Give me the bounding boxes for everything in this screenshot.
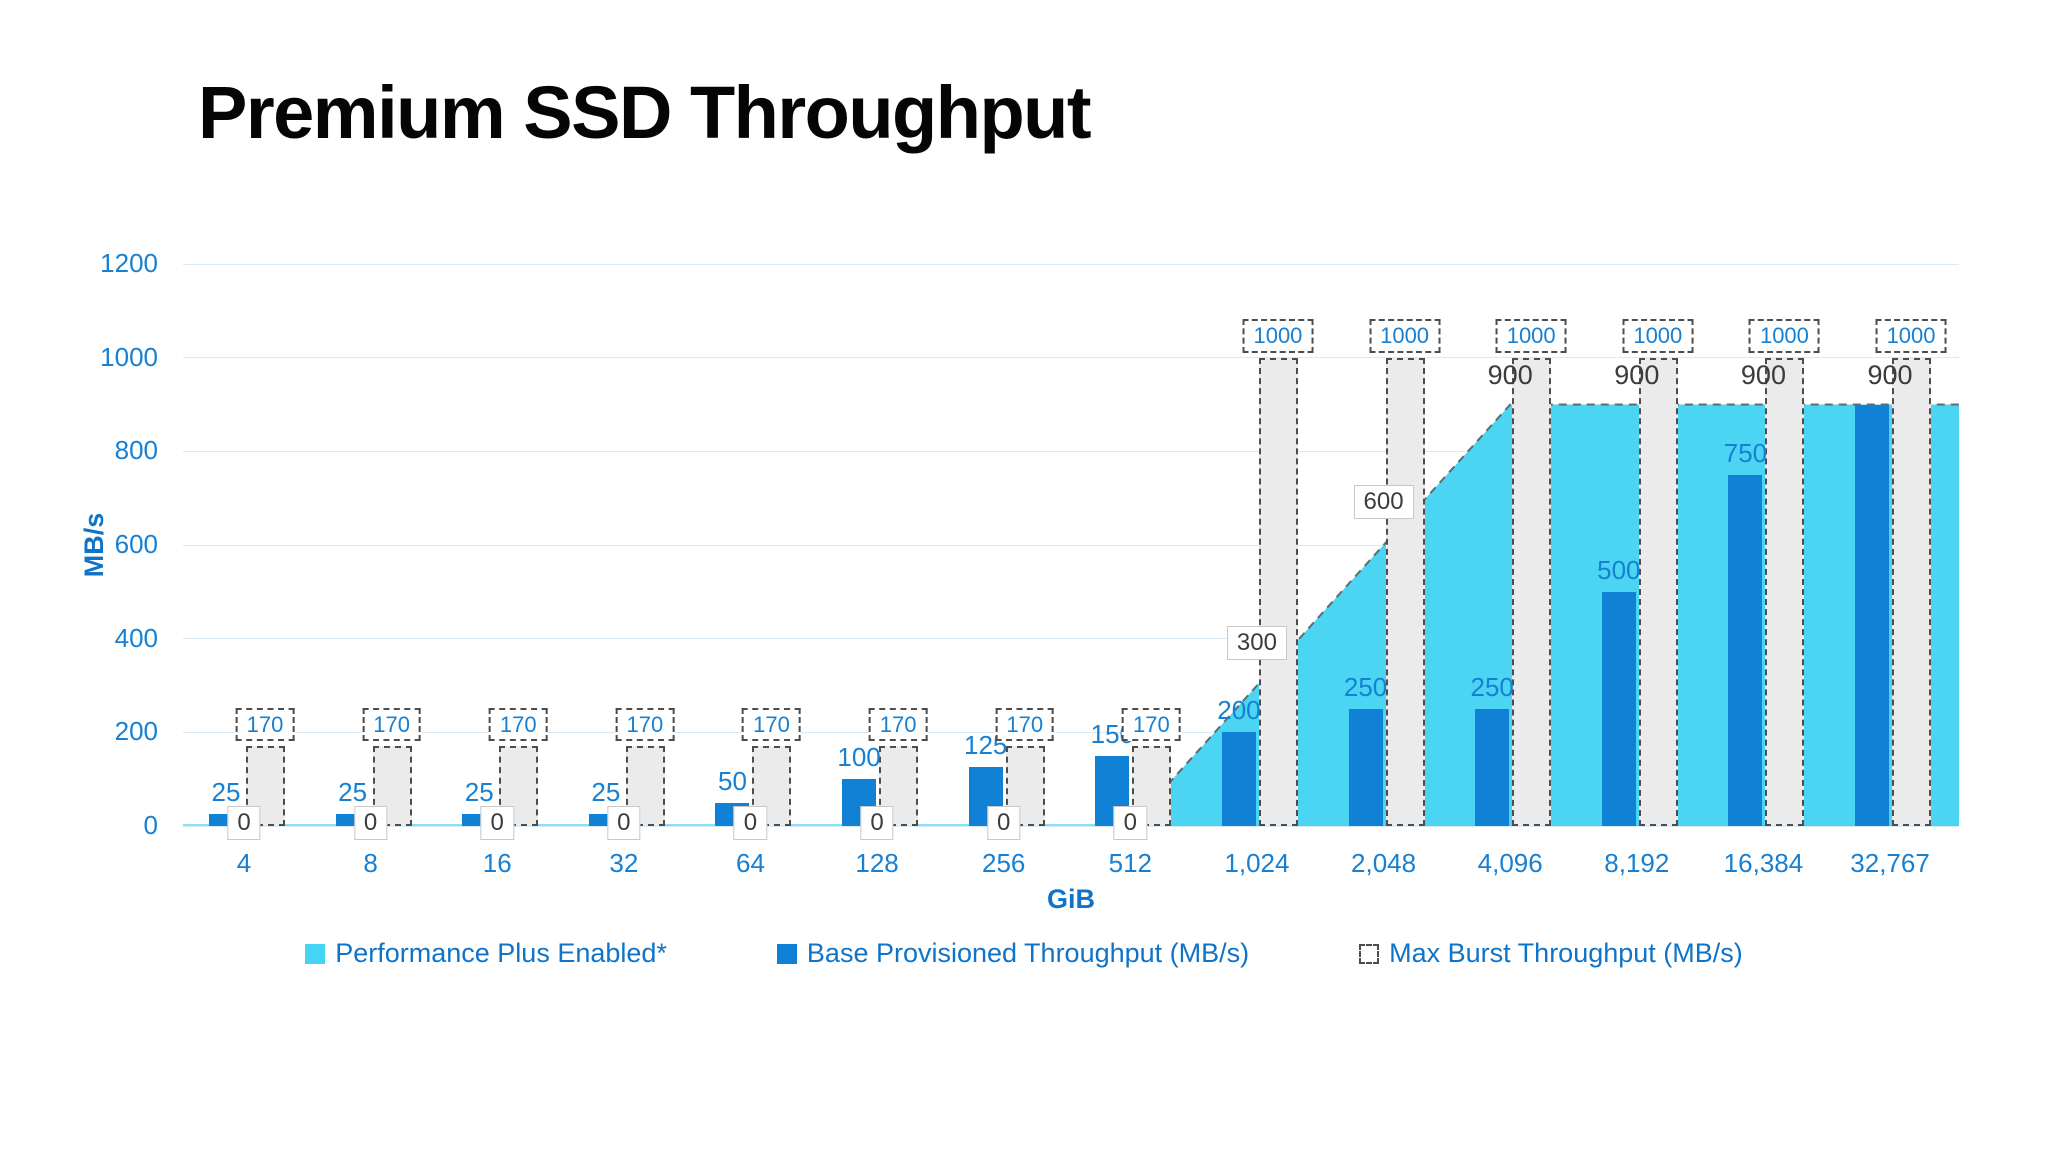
max-burst-value-label: 1000 [1748, 319, 1820, 353]
legend-label-base-provisioned: Base Provisioned Throughput (MB/s) [806, 938, 1250, 968]
bar-base-provisioned [1221, 732, 1256, 826]
max-burst-value-label: 170 [615, 708, 675, 742]
max-burst-value-label: 1000 [1242, 319, 1314, 353]
max-burst-value-label: 170 [488, 708, 548, 742]
y-axis-tick-label: 800 [114, 435, 158, 466]
legend-label-performance-plus: Performance Plus Enabled* [335, 938, 667, 968]
gridline [183, 638, 1959, 640]
bar-max-burst [1385, 357, 1425, 826]
base-value-label: 250 [1470, 671, 1514, 702]
bar-base-provisioned [335, 814, 370, 826]
max-burst-value-label: 170 [1121, 708, 1181, 742]
base-value-label: 750 [1723, 437, 1768, 468]
x-axis-tick-label: 16 [482, 848, 512, 878]
performance-plus-value-label: 900 [1614, 359, 1660, 390]
bar-max-burst [1638, 357, 1678, 826]
base-value-label: 500 [1597, 554, 1641, 585]
performance-plus-value-label: 300 [1226, 625, 1287, 660]
y-axis-tick-label: 1200 [100, 248, 158, 278]
bar-max-burst [1892, 357, 1932, 826]
max-burst-value-label: 1000 [1495, 319, 1567, 353]
y-axis-tick-label: 600 [114, 529, 158, 559]
x-axis-tick-label: 64 [736, 848, 765, 878]
max-burst-value-label: 1000 [1622, 319, 1694, 353]
max-burst-value-label: 170 [362, 708, 421, 742]
base-value-label: 25 [591, 777, 621, 808]
x-axis-title: GiB [1046, 884, 1095, 914]
base-value-label: 50 [718, 765, 747, 796]
legend-item-max-burst: Max Burst Throughput (MB/s) [1359, 938, 1743, 969]
max-burst-value-label: 170 [235, 708, 295, 742]
base-value-label: 25 [338, 777, 368, 808]
max-burst-value-label: 170 [868, 708, 928, 742]
gridline [183, 544, 1959, 546]
y-axis-tick-label: 0 [143, 810, 158, 840]
bar-base-provisioned [1475, 708, 1510, 826]
base-value-label: 100 [837, 742, 881, 773]
bar-base-provisioned [1855, 404, 1890, 826]
x-axis-tick-label: 256 [982, 848, 1026, 878]
bar-base-provisioned [1728, 474, 1763, 826]
x-axis-tick-label: 1,024 [1224, 848, 1290, 878]
x-axis-tick-label: 512 [1108, 848, 1153, 878]
bar-base-provisioned [462, 814, 497, 826]
performance-plus-value-label: 0 [607, 806, 641, 840]
performance-plus-value-label: 0 [353, 806, 388, 840]
performance-plus-value-label: 0 [733, 806, 768, 840]
performance-plus-value-label: 600 [1353, 485, 1414, 519]
performance-plus-value-label: 0 [860, 806, 894, 840]
x-axis-tick-label: 4,096 [1477, 848, 1543, 878]
chart-title: Premium SSD Throughput [198, 71, 1092, 154]
legend-item-performance-plus: Performance Plus Enabled* [305, 938, 667, 969]
performance-plus-value-label: 0 [227, 806, 261, 840]
performance-plus-value-label: 900 [1867, 359, 1913, 390]
performance-plus-value-label: 0 [1113, 806, 1148, 840]
performance-plus-value-label: 0 [480, 806, 514, 840]
plot-area: 25 170 0 25 170 0 25 170 0 25 170 0 50 170 0 100 170 0 125… [183, 263, 1959, 840]
base-value-label: 25 [464, 777, 494, 808]
x-axis-tick-label: 8 [363, 848, 378, 878]
performance-plus-value-label: 900 [1740, 359, 1786, 390]
base-value-label: 250 [1343, 671, 1388, 702]
max-burst-swatch-icon [1359, 943, 1380, 964]
max-burst-value-label: 1000 [1369, 319, 1441, 353]
performance-plus-swatch-icon [305, 943, 326, 964]
bar-base-provisioned [1601, 591, 1636, 826]
x-axis-tick-label: 4 [236, 848, 252, 878]
max-burst-value-label: 170 [995, 708, 1055, 742]
bar-base-provisioned [588, 814, 623, 826]
bar-max-burst [1765, 357, 1805, 826]
performance-plus-value-label: 900 [1487, 359, 1533, 390]
bar-max-burst [1258, 357, 1298, 826]
max-burst-value-label: 1000 [1875, 319, 1947, 353]
performance-plus-value-label: 0 [987, 806, 1021, 840]
legend-item-base-provisioned: Base Provisioned Throughput (MB/s) [776, 938, 1250, 969]
legend: Performance Plus Enabled* Base Provision… [0, 938, 2048, 969]
x-axis-tick-label: 128 [855, 848, 899, 878]
bar-base-provisioned [1348, 708, 1383, 826]
y-axis-tick-label: 1000 [100, 341, 158, 372]
bar-base-provisioned [209, 814, 243, 826]
y-axis-tick-label: 400 [114, 622, 158, 653]
y-axis-tick-label: 200 [114, 716, 158, 747]
x-axis-tick-label: 32,767 [1850, 848, 1930, 878]
x-axis-tick-label: 32 [609, 848, 639, 878]
x-axis-tick-label: 2,048 [1351, 848, 1417, 878]
x-axis-tick-label: 8,192 [1604, 848, 1670, 878]
y-axis-title: MB/s [79, 512, 109, 578]
bar-max-burst [1512, 357, 1552, 826]
gridline [183, 357, 1959, 359]
x-axis-tick-label: 16,384 [1723, 848, 1804, 878]
legend-label-max-burst: Max Burst Throughput (MB/s) [1389, 938, 1743, 968]
max-burst-value-label: 170 [742, 708, 801, 742]
base-value-label: 200 [1217, 695, 1261, 726]
gridline [183, 450, 1959, 452]
base-value-label: 25 [211, 777, 241, 808]
gridline [183, 263, 1959, 265]
base-provisioned-swatch-icon [776, 943, 797, 964]
gridline [183, 731, 1959, 733]
